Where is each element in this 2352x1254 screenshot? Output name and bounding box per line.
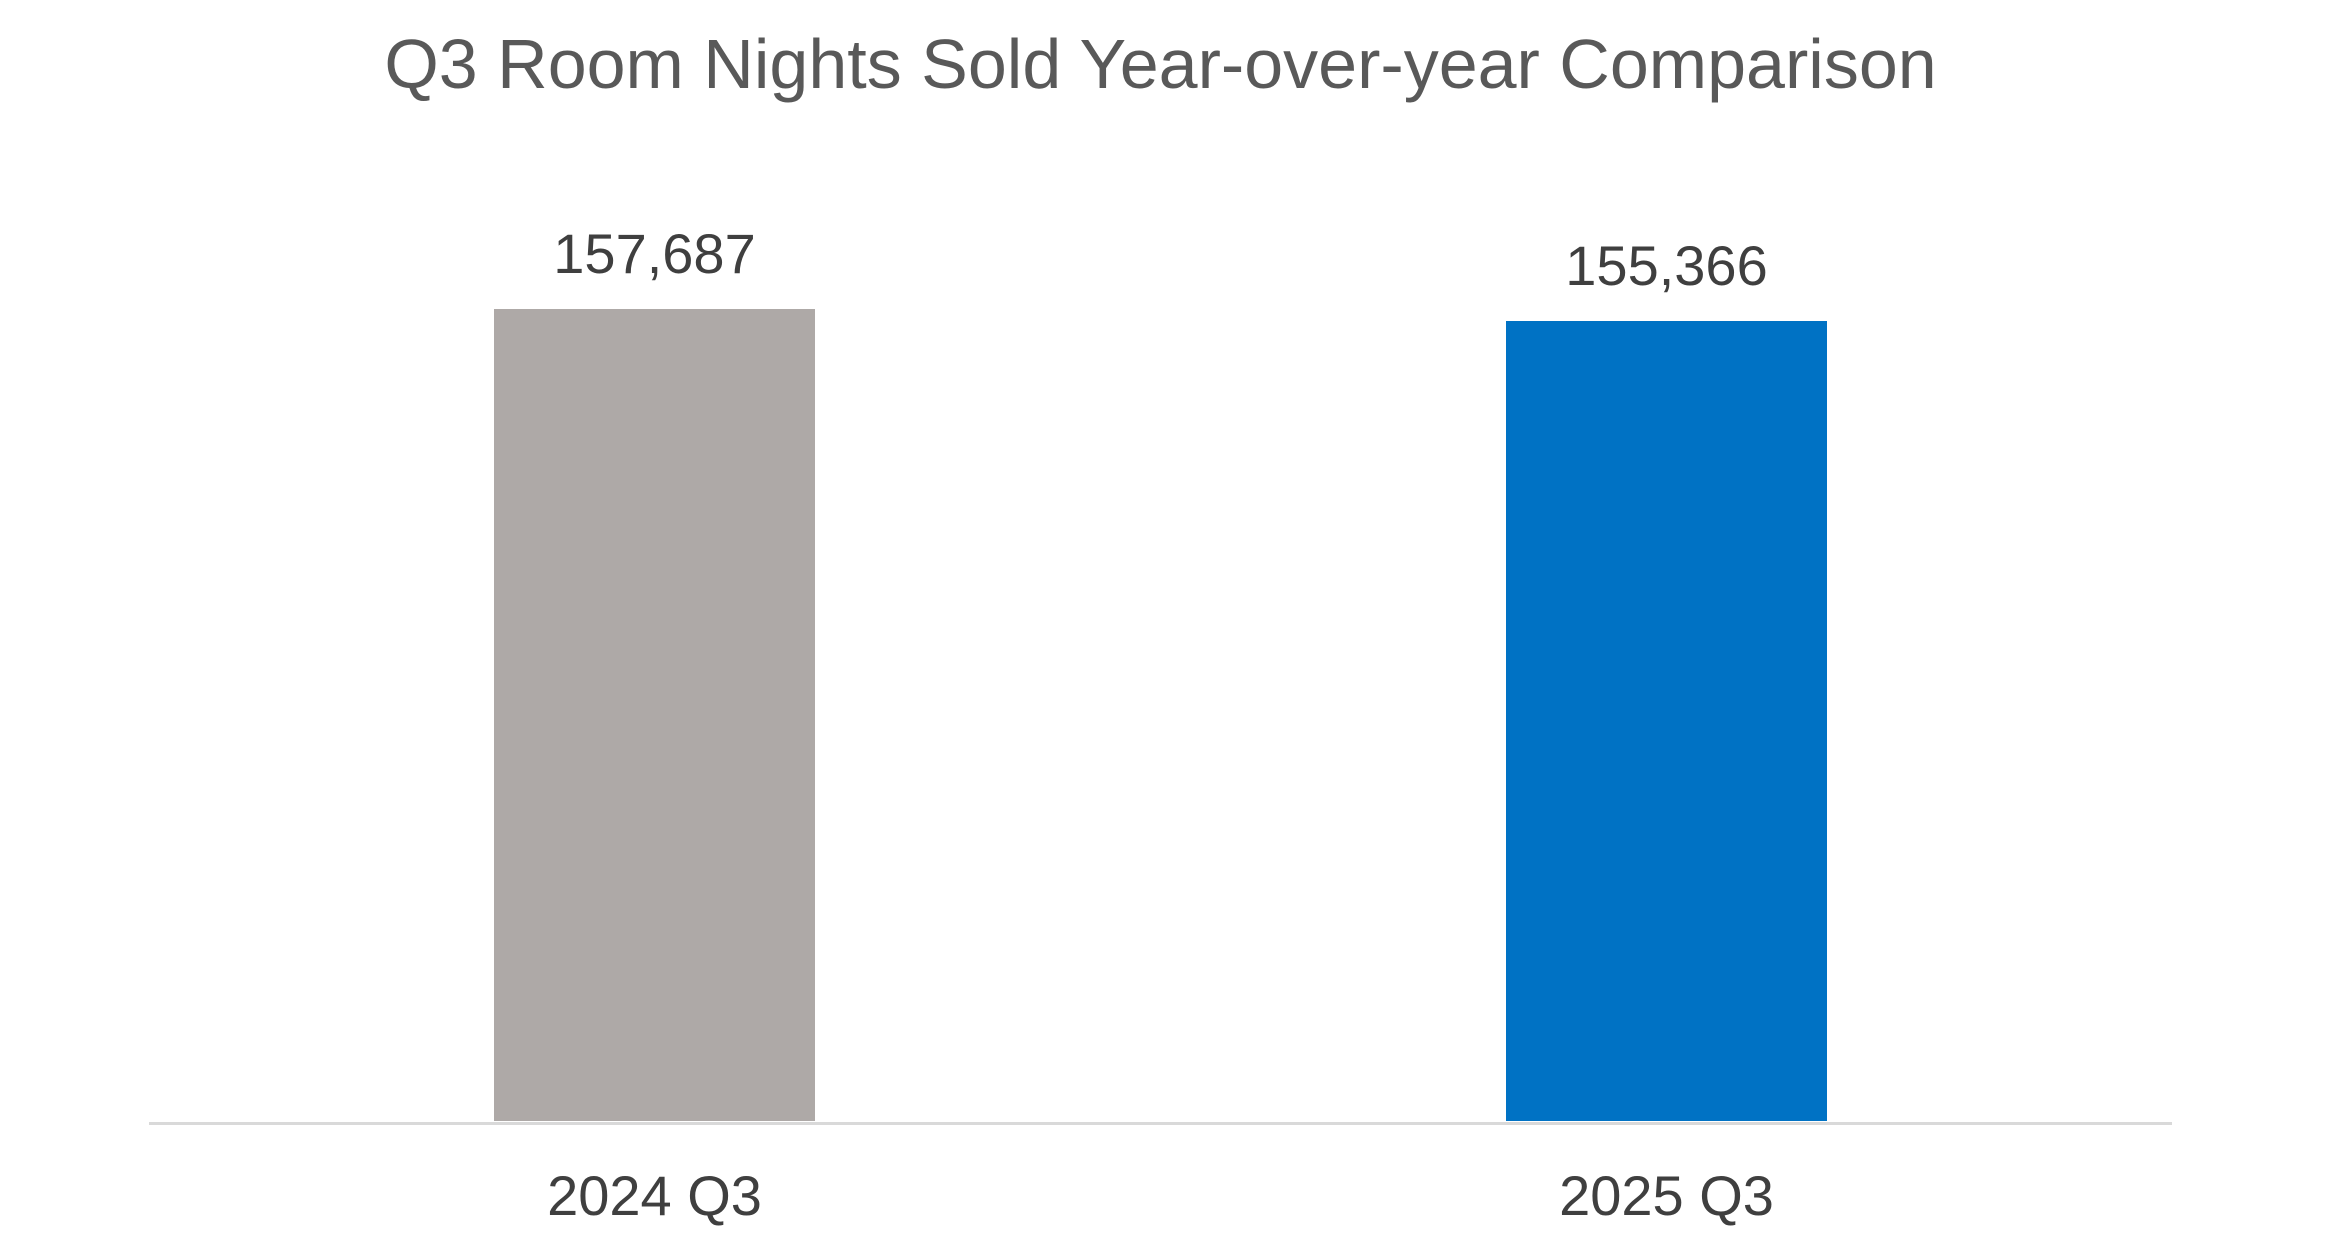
bar-group: 157,687: [494, 223, 815, 1121]
bar-value-label: 157,687: [553, 222, 756, 286]
x-axis-line: [149, 1122, 2172, 1125]
bar-2024-q3: [494, 309, 815, 1121]
bar-group: 155,366: [1506, 235, 1827, 1121]
x-axis-category-label: 2025 Q3: [1559, 1164, 1774, 1227]
chart-title: Q3 Room Nights Sold Year-over-year Compa…: [384, 25, 1937, 103]
bar-value-label: 155,366: [1565, 234, 1768, 298]
x-axis-category-label: 2024 Q3: [547, 1164, 762, 1227]
bar-2025-q3: [1506, 321, 1827, 1121]
